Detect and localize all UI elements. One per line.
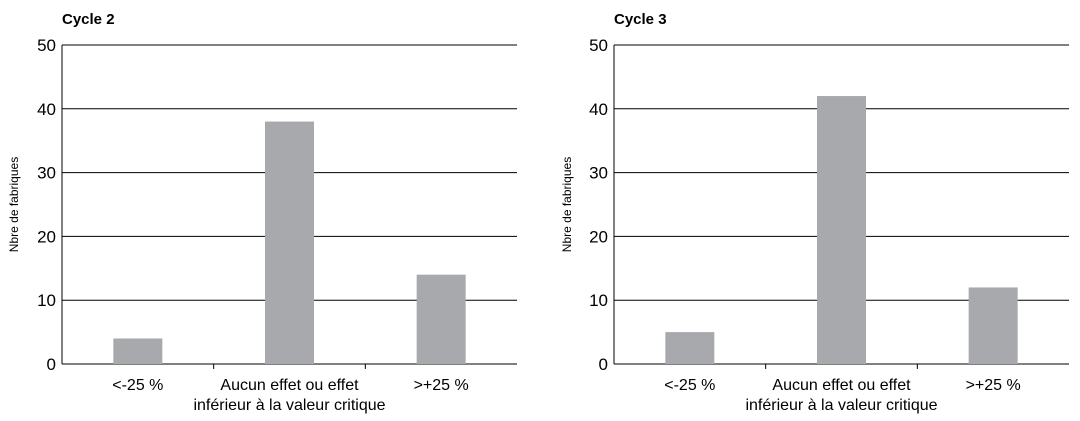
bar bbox=[265, 121, 314, 364]
y-tick-label: 20 bbox=[589, 227, 608, 246]
bar bbox=[113, 338, 163, 364]
y-tick-label: 40 bbox=[589, 100, 608, 119]
bar bbox=[968, 287, 1018, 364]
y-tick-label: 30 bbox=[37, 164, 56, 183]
x-category-label: inférieur à la valeur critique bbox=[745, 397, 937, 414]
y-tick-label: 50 bbox=[589, 36, 608, 55]
x-category-label: >+25 % bbox=[966, 377, 1021, 394]
bar bbox=[416, 274, 466, 364]
y-tick-label: 0 bbox=[599, 355, 608, 374]
chart-title: Cycle 2 bbox=[62, 11, 115, 28]
x-category-label: inférieur à la valeur critique bbox=[193, 397, 385, 414]
x-category-label: >+25 % bbox=[414, 377, 469, 394]
bar bbox=[665, 332, 715, 364]
chart-cycle-2: Cycle 2 Nbre de fabriques 0 10 20 30 40 50 <-25 … bbox=[7, 11, 517, 414]
chart-cycle-3: Cycle 3 Nbre de fabriques 0 10 20 30 40 50 <-25 … bbox=[560, 11, 1069, 414]
y-tick-label: 50 bbox=[37, 36, 56, 55]
x-category-label: Aucun effet ou effet bbox=[772, 377, 911, 394]
x-category-label: <-25 % bbox=[112, 377, 163, 394]
y-tick-label: 0 bbox=[47, 355, 56, 374]
y-tick-label: 30 bbox=[589, 164, 608, 183]
y-tick-label: 20 bbox=[37, 227, 56, 246]
y-tick-label: 10 bbox=[589, 291, 608, 310]
bar bbox=[817, 96, 866, 364]
y-tick-label: 40 bbox=[37, 100, 56, 119]
chart-title: Cycle 3 bbox=[614, 11, 667, 28]
y-axis-label: Nbre de fabriques bbox=[7, 157, 21, 252]
x-category-label: <-25 % bbox=[664, 377, 715, 394]
x-category-label: Aucun effet ou effet bbox=[220, 377, 359, 394]
y-tick-label: 10 bbox=[37, 291, 56, 310]
y-axis-label: Nbre de fabriques bbox=[560, 157, 574, 252]
